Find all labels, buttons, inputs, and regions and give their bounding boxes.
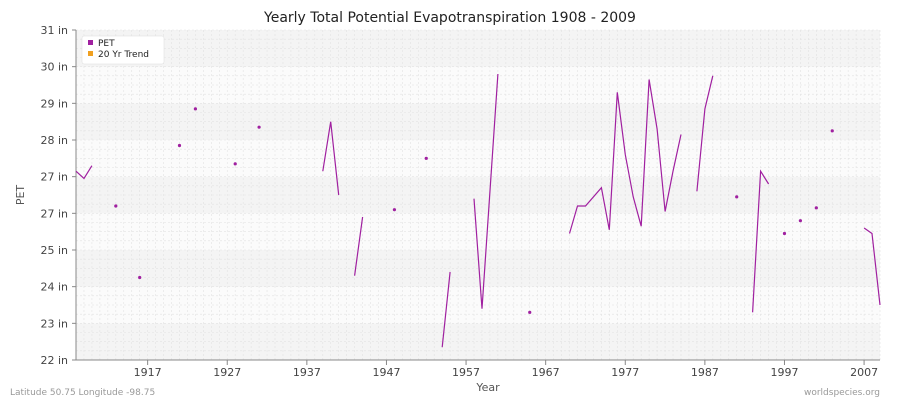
pet-point (114, 204, 118, 208)
x-tick-label: 1967 (532, 366, 560, 379)
pet-point (782, 231, 787, 236)
y-axis-label: PET (14, 185, 27, 206)
pet-point (138, 275, 142, 280)
x-axis-label: Year (475, 381, 500, 394)
y-tick-label: 31 in (40, 24, 68, 37)
footer-location: Latitude 50.75 Longitude -98.75 (10, 388, 155, 398)
pet-point (830, 129, 834, 133)
y-tick-label: 25 in (40, 244, 68, 257)
y-tick-label: 29 in (40, 97, 68, 110)
x-tick-label: 1987 (691, 366, 719, 379)
pet-line-segment (696, 75, 714, 192)
x-tick-label: 1937 (293, 366, 321, 379)
legend-label-pet: PET (98, 39, 115, 49)
y-tick-label: 27 in (40, 171, 68, 184)
y-tick-label: 30 in (40, 61, 68, 74)
pet-point (735, 195, 739, 199)
pet-point (233, 162, 237, 166)
pet-point (177, 143, 182, 148)
legend-swatch-pet (88, 40, 93, 45)
y-tick-label: 24 in (40, 281, 68, 294)
pet-line-segment (441, 271, 451, 348)
pet-point (814, 206, 818, 210)
y-tick-label: 23 in (40, 317, 68, 330)
series-layer (75, 73, 881, 348)
pet-line-segment (473, 73, 499, 309)
x-tick-label: 2007 (850, 366, 878, 379)
pet-point (528, 310, 532, 314)
pet-line-segment (354, 216, 364, 276)
pet-point (193, 107, 198, 111)
legend-box (81, 35, 165, 65)
x-tick-label: 1997 (770, 366, 798, 379)
grid-lines (75, 29, 881, 361)
x-tick-labels: 1917 1927 1937 1947 1957 1967 1977 1987 1997 2007 (134, 360, 878, 379)
y-tick-label: 28 in (40, 134, 68, 147)
x-tick-label: 1927 (213, 366, 241, 379)
pet-line-segment (322, 121, 340, 196)
pet-point (798, 219, 802, 223)
x-tick-label: 1977 (611, 366, 639, 379)
x-tick-label: 1917 (134, 366, 162, 379)
x-tick-label: 1957 (452, 366, 480, 379)
legend: PET 20 Yr Trend (81, 35, 165, 65)
pet-line-segment (752, 169, 770, 313)
legend-swatch-trend (88, 51, 93, 56)
pet-point (424, 156, 428, 160)
y-tick-labels: 22 in 23 in 24 in 25 in 27 in 27 in 28 in 29 in… (40, 24, 76, 367)
legend-label-trend: 20 Yr Trend (98, 50, 149, 60)
chart-title: Yearly Total Potential Evapotranspiratio… (263, 10, 636, 26)
y-tick-label: 22 in (40, 354, 68, 367)
axes (75, 30, 880, 361)
pet-line-segment (568, 79, 682, 234)
y-tick-label: 27 in (40, 207, 68, 220)
pet-line-segment (863, 227, 881, 306)
x-tick-label: 1947 (372, 366, 400, 379)
pet-point (392, 208, 397, 212)
footer-source: worldspecies.org (804, 388, 880, 398)
pet-point (257, 125, 261, 129)
pet-line-segment (75, 165, 93, 180)
